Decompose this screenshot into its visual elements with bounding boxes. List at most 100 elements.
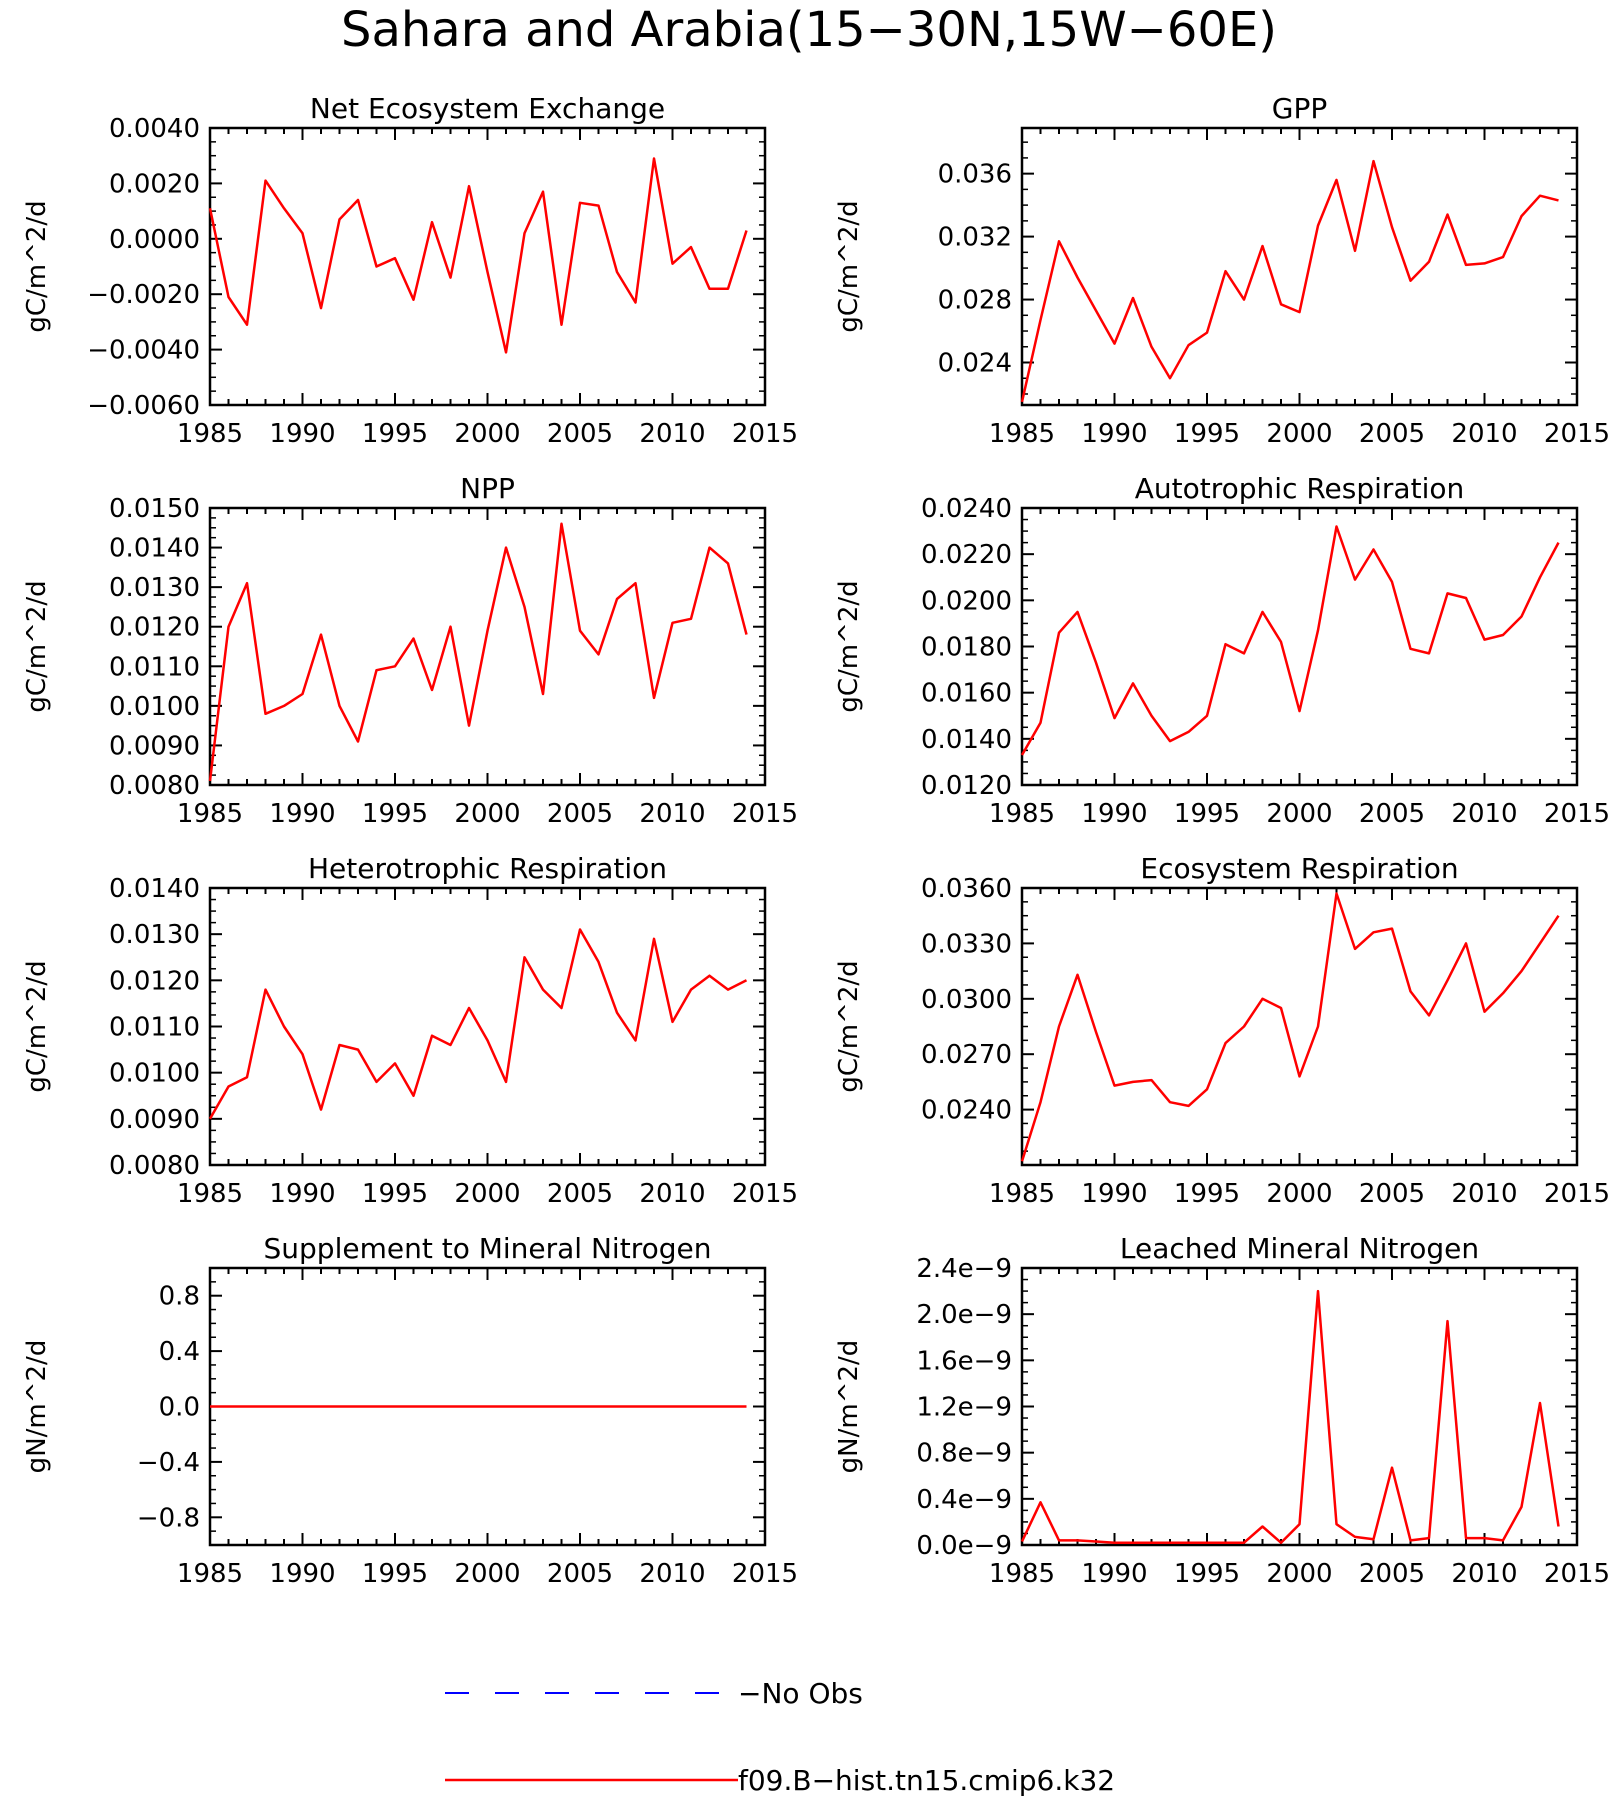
panel-title: Autotrophic Respiration [1135, 472, 1464, 505]
y-tick-label: 0.0240 [921, 494, 1012, 524]
x-tick-label: 1990 [1081, 799, 1147, 829]
panel-leached-mineral-nitrogen: 1985 1990 1995 2000 2005 2010 2015 2.4e−9 2.0e−9… [834, 1232, 1610, 1589]
x-tick-label: 2005 [547, 419, 613, 449]
x-tick-label: 1995 [362, 1559, 428, 1589]
x-tick-label: 2000 [1266, 419, 1332, 449]
y-tick-label: 1.2e−9 [916, 1393, 1012, 1423]
y-tick-label: 0.0e−9 [916, 1531, 1012, 1561]
x-tick-label: 1995 [362, 1179, 428, 1209]
y-tick-label: 0.0140 [109, 534, 200, 564]
y-axis-label: gC/m^2/d [834, 960, 864, 1092]
x-tick-label: 2000 [1266, 1179, 1332, 1209]
x-tick-label: 2010 [1451, 1179, 1517, 1209]
x-tick-label: 1985 [989, 419, 1055, 449]
y-tick-label: 0.4 [159, 1337, 200, 1367]
x-tick-label: 2015 [1544, 799, 1610, 829]
panel-title: GPP [1272, 92, 1327, 125]
y-axis-label: gC/m^2/d [22, 200, 52, 332]
x-tick-label: 1985 [177, 419, 243, 449]
legend: −No Obs f09.B−hist.tn15.cmip6.k32 [445, 1677, 1115, 1797]
y-tick-label: 0.0140 [109, 874, 200, 904]
panel-title: NPP [460, 472, 515, 505]
y-tick-label: 0.0100 [109, 1059, 200, 1089]
y-tick-label: 0.028 [938, 286, 1012, 316]
y-tick-label: 0.0300 [921, 985, 1012, 1015]
y-tick-label: 0.8 [159, 1282, 200, 1312]
x-tick-label: 1990 [1081, 419, 1147, 449]
x-tick-label: 2005 [547, 799, 613, 829]
y-tick-label: 0.0360 [921, 874, 1012, 904]
y-tick-label: 0.0240 [921, 1096, 1012, 1126]
x-tick-label: 1990 [269, 1559, 335, 1589]
y-tick-label: 0.4e−9 [916, 1485, 1012, 1515]
x-tick-label: 1990 [1081, 1179, 1147, 1209]
y-axis-label: gC/m^2/d [834, 580, 864, 712]
x-tick-label: 1985 [989, 1179, 1055, 1209]
x-tick-label: 2015 [732, 1179, 798, 1209]
x-tick-label: 2005 [1359, 419, 1425, 449]
panel-supplement-to-mineral-nitrogen: 1985 1990 1995 2000 2005 2010 2015 0.8 0.4 0.0 −0.… [22, 1232, 798, 1589]
x-tick-label: 2010 [1451, 1559, 1517, 1589]
plot-frame [1020, 506, 1579, 787]
series-line [1020, 1289, 1560, 1544]
x-tick-label: 2010 [639, 1179, 705, 1209]
panel-heterotrophic-respiration: 1985 1990 1995 2000 2005 2010 2015 0.0140 0.0130… [22, 852, 798, 1209]
x-tick-label: 2005 [547, 1559, 613, 1589]
y-tick-label: 0.0110 [109, 652, 200, 682]
y-tick-label: 0.0080 [109, 1151, 200, 1181]
y-tick-label: 0.0040 [109, 114, 200, 144]
panel-title: Net Ecosystem Exchange [310, 92, 665, 125]
y-tick-label: 0.0180 [921, 633, 1012, 663]
panel-title: Heterotrophic Respiration [308, 852, 667, 885]
x-tick-label: 1990 [269, 419, 335, 449]
y-tick-label: 0.0000 [109, 225, 200, 255]
y-tick-label: 0.0200 [921, 586, 1012, 616]
y-axis-label: gN/m^2/d [22, 1340, 52, 1474]
x-tick-label: 2010 [1451, 799, 1517, 829]
panel-npp: 1985 1990 1995 2000 2005 2010 2015 0.0150 0.0140… [22, 472, 798, 829]
x-tick-label: 2010 [1451, 419, 1517, 449]
x-tick-label: 2015 [732, 1559, 798, 1589]
y-tick-label: 0.0120 [921, 771, 1012, 801]
x-tick-label: 2015 [1544, 1559, 1610, 1589]
x-tick-label: 2005 [547, 1179, 613, 1209]
panel-title: Ecosystem Respiration [1140, 852, 1458, 885]
panel-gpp: 1985 1990 1995 2000 2005 2010 2015 0.036 0.032 0.… [834, 92, 1610, 449]
y-tick-label: 0.0150 [109, 494, 200, 524]
x-tick-label: 1985 [177, 1179, 243, 1209]
legend-label-no-obs: −No Obs [738, 1677, 863, 1710]
x-tick-label: 1995 [362, 419, 428, 449]
x-tick-label: 2000 [454, 799, 520, 829]
figure-title: Sahara and Arabia(15−30N,15W−60E) [341, 2, 1277, 58]
panel-net-ecosystem-exchange: 1985 1990 1995 2000 2005 2010 2015 0.0040 0.0020… [22, 92, 798, 449]
y-axis-label: gC/m^2/d [22, 960, 52, 1092]
y-axis-label: gC/m^2/d [22, 580, 52, 712]
y-tick-label: 0.0140 [921, 725, 1012, 755]
x-tick-label: 2015 [732, 419, 798, 449]
x-tick-label: 2010 [639, 1559, 705, 1589]
x-tick-label: 2015 [1544, 1179, 1610, 1209]
x-tick-label: 1990 [269, 1179, 335, 1209]
x-tick-label: 2005 [1359, 799, 1425, 829]
series-line [208, 522, 748, 782]
x-tick-label: 1995 [1174, 799, 1240, 829]
y-axis-label: gN/m^2/d [834, 1340, 864, 1474]
x-tick-label: 2005 [1359, 1559, 1425, 1589]
series-line [208, 157, 748, 354]
plot-frame [208, 506, 767, 787]
y-tick-label: 0.0090 [109, 1105, 200, 1135]
x-tick-label: 1985 [177, 799, 243, 829]
y-tick-label: 0.0110 [109, 1013, 200, 1043]
x-tick-label: 2000 [1266, 1559, 1332, 1589]
y-tick-label: 0.0080 [109, 771, 200, 801]
plot-frame [1020, 1266, 1579, 1547]
y-tick-label: 0.0160 [921, 679, 1012, 709]
x-tick-label: 2005 [1359, 1179, 1425, 1209]
y-tick-label: 0.036 [938, 160, 1012, 190]
x-tick-label: 2015 [1544, 419, 1610, 449]
x-tick-label: 1985 [989, 799, 1055, 829]
series-line [208, 928, 748, 1120]
y-tick-label: 2.4e−9 [916, 1254, 1012, 1284]
x-tick-label: 1995 [362, 799, 428, 829]
y-tick-label: 0.032 [938, 223, 1012, 253]
